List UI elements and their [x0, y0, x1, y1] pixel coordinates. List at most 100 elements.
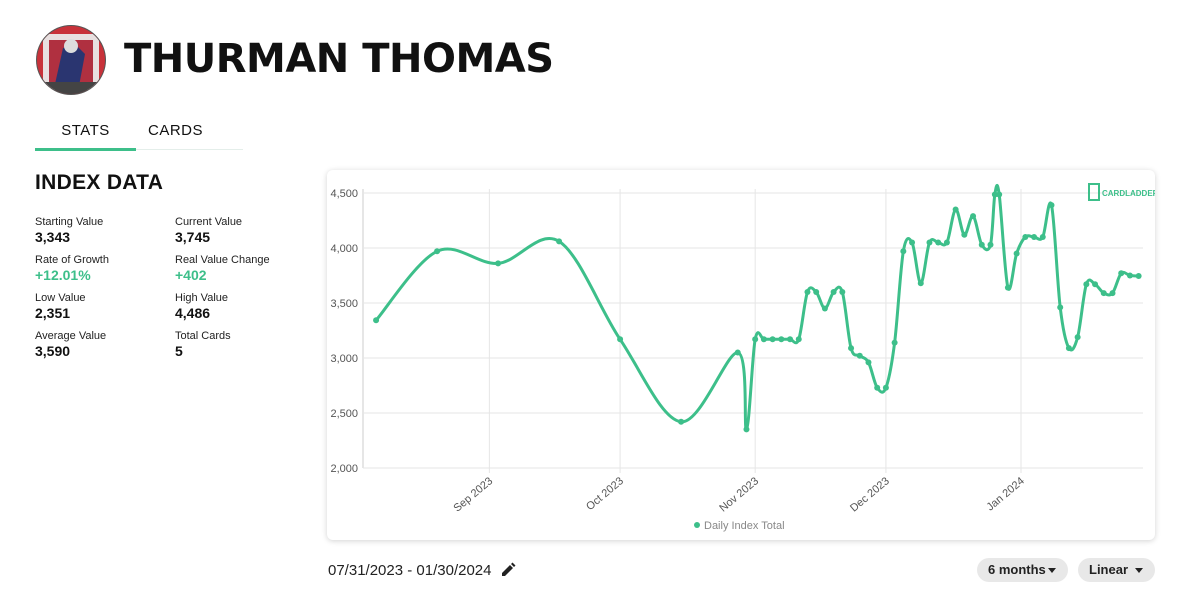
point: [760, 336, 767, 343]
point: [1092, 281, 1099, 288]
point: [734, 349, 741, 356]
point: [917, 280, 924, 287]
point: [978, 241, 985, 248]
point: [848, 345, 855, 352]
x-tick-label: Dec 2023: [848, 475, 892, 514]
avatar: [36, 25, 106, 95]
stat-value: 5: [175, 343, 183, 359]
point: [1013, 250, 1020, 257]
stat-value: 2,351: [35, 305, 71, 321]
stat-value: +12.01%: [35, 267, 91, 283]
point: [1031, 234, 1038, 240]
point: [1083, 281, 1090, 288]
stat-label: Current Value: [175, 216, 243, 228]
point: [795, 336, 802, 343]
point: [1100, 290, 1107, 297]
point: [987, 241, 994, 248]
tab[interactable]: STATS: [61, 122, 110, 139]
logo-mark: [1088, 183, 1100, 201]
point: [495, 260, 502, 267]
point: [769, 336, 776, 343]
point: [900, 248, 907, 255]
point: [891, 339, 898, 346]
stat-label: High Value: [175, 292, 228, 304]
point: [1126, 272, 1133, 279]
y-tick-label: 2,000: [330, 463, 358, 475]
edit-icon[interactable]: [500, 562, 516, 578]
point: [952, 206, 959, 213]
point: [943, 239, 950, 246]
legend-marker: [694, 522, 700, 528]
point: [434, 248, 441, 255]
y-tick-label: 3,500: [330, 298, 358, 310]
section-title: INDEX DATA: [35, 171, 164, 194]
point: [752, 336, 759, 343]
legend-label: Daily Index Total: [704, 520, 785, 532]
stat-label: Real Value Change: [175, 254, 270, 266]
stat-label: Average Value: [35, 330, 107, 342]
date-range: 07/31/2023 - 01/30/2024: [328, 562, 492, 579]
point: [678, 418, 685, 425]
point: [556, 238, 563, 245]
tab-rule: [35, 149, 243, 150]
point: [882, 384, 889, 391]
point: [935, 239, 942, 246]
stat-label: Low Value: [35, 292, 86, 304]
point: [839, 289, 846, 295]
point: [1118, 270, 1125, 277]
point: [865, 359, 872, 366]
stat-label: Starting Value: [35, 216, 104, 228]
line: [374, 184, 1139, 431]
tab-indicator: [35, 148, 136, 151]
point: [813, 289, 820, 295]
point: [991, 191, 998, 198]
y-tick-label: 4,500: [330, 188, 358, 200]
point: [804, 289, 811, 295]
stat-value: 3,745: [175, 229, 211, 245]
player-name: THURMAN THOMAS: [124, 36, 554, 82]
period-button[interactable]: 6 months: [977, 558, 1068, 582]
point: [970, 213, 977, 220]
stat-value: 3,343: [35, 229, 71, 245]
point: [830, 289, 837, 295]
x-tick-label: Nov 2023: [717, 475, 761, 514]
x-tick-label: Jan 2024: [985, 475, 1027, 513]
point: [1065, 345, 1072, 352]
stat-label: Total Cards: [175, 330, 231, 342]
point: [1048, 202, 1055, 209]
point: [926, 239, 933, 246]
point: [1109, 290, 1116, 297]
y-tick-label: 2,500: [330, 408, 358, 420]
chart: 2,000 2,500 3,000 3,500 4,000 4,500 Sep 2023 Oc…: [330, 183, 1155, 532]
point: [373, 317, 380, 324]
stat-label: Rate of Growth: [35, 254, 109, 266]
scale-button[interactable]: Linear: [1078, 558, 1155, 582]
point: [787, 336, 794, 343]
stat-value: +402: [175, 267, 207, 283]
point: [996, 191, 1003, 198]
y-tick-label: 4,000: [330, 243, 358, 255]
point: [961, 231, 968, 238]
x-tick-label: Oct 2023: [584, 475, 626, 513]
point: [1004, 284, 1011, 291]
stat-value: 4,486: [175, 305, 211, 321]
point: [1074, 334, 1081, 341]
point: [743, 426, 750, 433]
x-tick-label: Sep 2023: [451, 475, 495, 514]
point: [874, 384, 881, 391]
point: [617, 336, 624, 343]
tab[interactable]: CARDS: [147, 122, 203, 139]
point: [778, 336, 785, 343]
point: [821, 305, 828, 312]
point: [1057, 304, 1064, 311]
stat-value: 3,590: [35, 343, 71, 359]
point: [856, 352, 863, 359]
point: [1039, 234, 1046, 240]
point: [909, 239, 916, 246]
y-tick-label: 3,000: [330, 353, 358, 365]
logo: CARDLADDER: [1102, 189, 1155, 198]
point: [1022, 234, 1029, 240]
point: [1135, 273, 1142, 280]
